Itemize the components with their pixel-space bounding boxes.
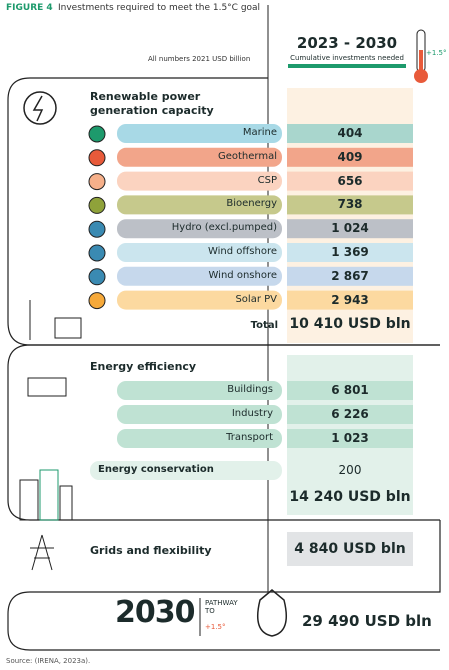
row-icon	[88, 292, 106, 310]
value-cell	[287, 290, 413, 310]
row-label: Marine	[242, 127, 277, 138]
label-bar	[117, 147, 282, 167]
row-icon	[88, 220, 106, 238]
pathway: PATHWAY TO	[205, 599, 238, 615]
value-cell	[287, 429, 413, 448]
row-value: 200	[338, 463, 362, 477]
grand-total: 29 490 USD bln	[302, 612, 432, 630]
row-label: Industry	[231, 408, 273, 419]
value-cell	[287, 243, 413, 262]
row-icon	[88, 196, 106, 214]
row-icon	[88, 125, 106, 143]
total-value: 14 240 USD bln	[289, 489, 411, 505]
row-label: Energy conservation	[98, 464, 214, 475]
value-cell	[287, 381, 413, 400]
row-value: 2 943	[331, 292, 369, 307]
total-label: Total	[250, 320, 278, 331]
total-value: 10 410 USD bln	[289, 316, 411, 332]
thermo-label: +1.5°	[426, 49, 447, 57]
total-value: 4 840 USD bln	[294, 541, 406, 557]
section-title: Energy efficiency	[90, 360, 197, 373]
value-cell	[287, 147, 413, 167]
row-value: 2 867	[331, 268, 369, 283]
period: 2023 - 2030	[296, 34, 398, 52]
label-bar	[117, 195, 282, 215]
value-cell	[287, 195, 413, 215]
label-bar	[117, 381, 282, 400]
figure-label: FIGURE 4	[6, 3, 53, 13]
period-note: Cumulative investments needed	[290, 54, 404, 62]
figure-title: Investments required to meet the 1.5°C g…	[58, 3, 261, 13]
row-label: CSP	[257, 174, 277, 186]
row-value: 404	[337, 126, 363, 140]
label-bar	[117, 290, 282, 310]
row-label: Hydro (excl.pumped)	[171, 222, 277, 234]
source: Source: (IRENA, 2023a).	[6, 657, 91, 665]
row-label: Solar PV	[235, 293, 277, 305]
row-value: 1 024	[331, 221, 369, 236]
section-title: Renewable power generation capacity	[90, 90, 214, 118]
footer-year: 2030	[115, 595, 195, 630]
row-value: 409	[337, 149, 363, 164]
row-value: 6 226	[331, 407, 369, 421]
row-icon	[88, 149, 106, 167]
label-bar	[117, 266, 282, 286]
value-cell	[287, 405, 413, 424]
row-label: Bioenergy	[226, 198, 277, 210]
label-bar	[90, 461, 282, 480]
value-cell	[287, 124, 413, 143]
row-label: Wind offshore	[207, 246, 277, 257]
label-bar	[117, 219, 282, 239]
label-bar	[117, 171, 282, 191]
row-icon	[88, 173, 106, 191]
label-bar	[117, 429, 282, 448]
row-label: Transport	[226, 432, 273, 443]
label-bar	[117, 243, 282, 262]
row-label: Buildings	[227, 384, 273, 395]
label-bar	[117, 405, 282, 424]
units-note: All numbers 2021 USD billion	[148, 55, 251, 63]
value-cell	[287, 219, 413, 239]
section-title: Grids and flexibility	[90, 544, 212, 557]
row-value: 656	[337, 173, 363, 188]
row-value: 1 369	[331, 245, 369, 259]
pathway-target: +1.5°	[205, 623, 226, 631]
value-cell	[287, 266, 413, 286]
row-value: 738	[337, 197, 363, 212]
row-value: 1 023	[331, 431, 369, 445]
value-cell	[287, 171, 413, 191]
row-icon	[88, 268, 106, 286]
row-label: Geothermal	[217, 150, 277, 162]
row-icon	[88, 244, 106, 262]
row-value: 6 801	[331, 383, 369, 397]
row-label: Wind onshore	[208, 269, 277, 281]
label-bar	[117, 124, 282, 143]
